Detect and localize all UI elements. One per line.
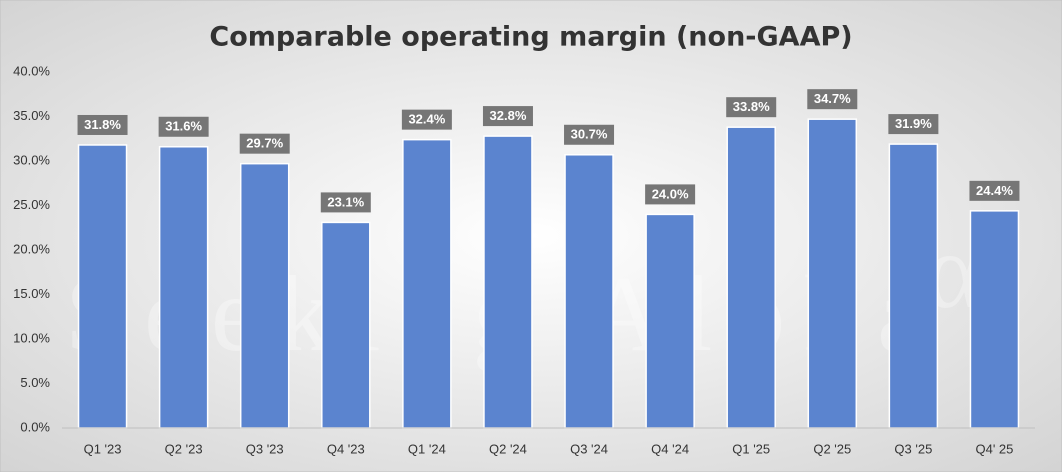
- value-label: 32.4%: [408, 112, 445, 127]
- value-label-box: [482, 106, 533, 127]
- value-label: 24.4%: [976, 183, 1013, 198]
- value-label: 31.8%: [84, 117, 121, 132]
- x-tick-label: Q4' 25: [976, 441, 1014, 456]
- bar: [564, 154, 614, 429]
- value-label-box: [320, 192, 371, 213]
- value-label: 23.1%: [327, 194, 364, 209]
- value-label-box: [158, 116, 209, 137]
- bar: [239, 162, 290, 429]
- x-tick-label: Q3 '24: [570, 441, 608, 456]
- x-tick-label: Q4 '24: [651, 441, 689, 456]
- x-tick-label: Q2 '24: [489, 441, 527, 456]
- x-tick-label: Q1 '25: [732, 441, 770, 456]
- x-tick-label: Q1 '23: [84, 441, 122, 456]
- value-label: 30.7%: [571, 127, 608, 142]
- bar: [726, 126, 776, 429]
- bar: [807, 118, 858, 429]
- y-tick-label: 10.0%: [13, 330, 50, 345]
- value-label: 29.7%: [246, 136, 283, 151]
- value-label-box: [645, 184, 696, 205]
- value-label-box: [77, 114, 128, 135]
- bar: [158, 146, 209, 429]
- value-label-box: [239, 133, 290, 154]
- value-label-box: [564, 124, 615, 145]
- value-label-box: [401, 109, 452, 130]
- chart-title: Comparable operating margin (non-GAAP): [209, 22, 852, 53]
- x-tick-label: Q3 '23: [246, 441, 284, 456]
- value-label-box: [807, 89, 858, 110]
- y-tick-label: 20.0%: [13, 241, 50, 256]
- bar: [77, 144, 128, 429]
- value-label: 32.8%: [490, 108, 527, 123]
- bar: [483, 135, 533, 429]
- y-tick-label: 5.0%: [20, 375, 50, 390]
- bar: [645, 213, 695, 429]
- value-label: 31.9%: [895, 116, 932, 131]
- bar: [969, 210, 1020, 429]
- y-tick-label: 35.0%: [13, 108, 50, 123]
- x-tick-label: Q2 '23: [165, 441, 203, 456]
- x-tick-label: Q2 '25: [813, 441, 851, 456]
- y-tick-label: 25.0%: [13, 197, 50, 212]
- x-tick-label: Q3 '25: [894, 441, 932, 456]
- bar: [321, 221, 371, 429]
- bar: [402, 138, 452, 429]
- y-tick-label: 15.0%: [13, 286, 50, 301]
- y-tick-label: 40.0%: [13, 63, 50, 78]
- x-tick-label: Q1 '24: [408, 441, 446, 456]
- bar: [888, 143, 939, 429]
- value-label-box: [888, 114, 939, 135]
- y-tick-label: 0.0%: [20, 419, 50, 434]
- value-label: 34.7%: [814, 91, 851, 106]
- value-label-box: [969, 180, 1020, 201]
- value-label: 24.0%: [652, 186, 689, 201]
- value-label: 31.6%: [165, 119, 202, 134]
- x-tick-label: Q4 '23: [327, 441, 365, 456]
- y-tick-label: 30.0%: [13, 152, 50, 167]
- value-label: 33.8%: [733, 99, 770, 114]
- value-label-box: [726, 97, 777, 118]
